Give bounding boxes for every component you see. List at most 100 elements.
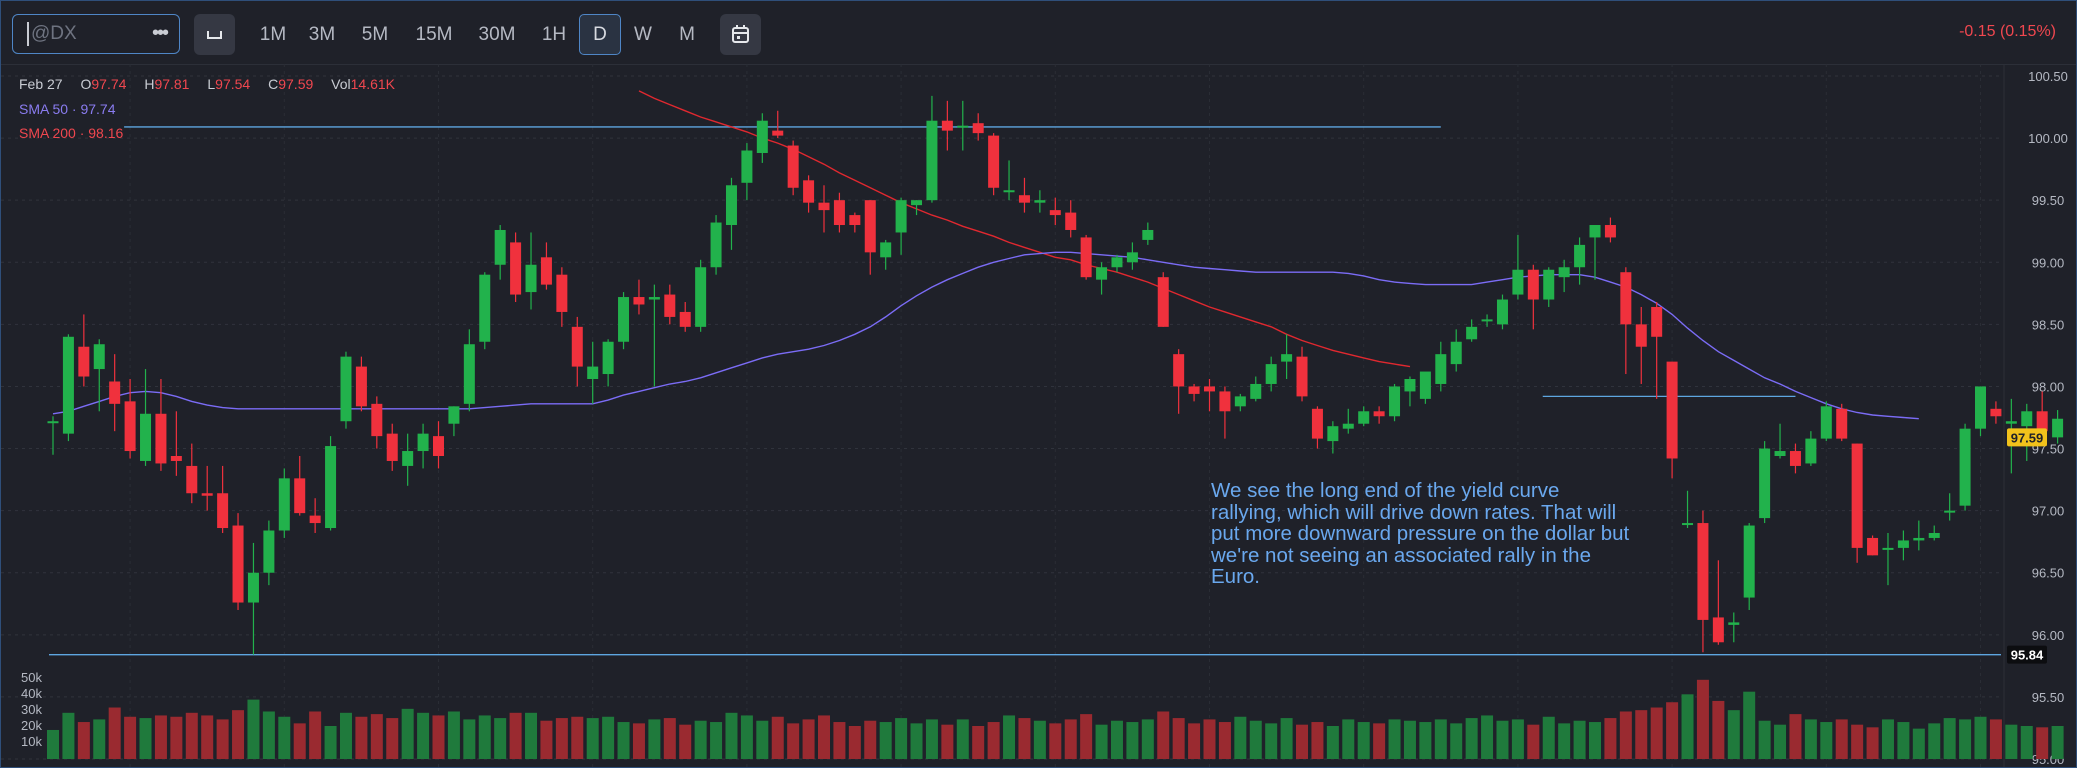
candle[interactable]	[1296, 356, 1308, 397]
symbol-search[interactable]: •••	[12, 14, 180, 54]
candle[interactable]	[1065, 212, 1077, 230]
period-30m[interactable]: 30M	[478, 24, 516, 45]
period-5m[interactable]: 5M	[361, 24, 389, 45]
candle[interactable]	[556, 274, 568, 312]
candle[interactable]	[1651, 306, 1663, 337]
candle[interactable]	[1944, 510, 1956, 513]
candle[interactable]	[1373, 411, 1385, 417]
symbol-input[interactable]	[27, 22, 141, 46]
candle[interactable]	[1389, 386, 1401, 417]
sma50-line[interactable]	[52, 251, 1919, 420]
candle[interactable]	[1959, 428, 1971, 506]
candle[interactable]	[93, 344, 105, 370]
candle[interactable]	[247, 572, 259, 603]
candle[interactable]	[710, 222, 722, 268]
candle[interactable]	[1851, 443, 1863, 548]
candle[interactable]	[494, 229, 506, 265]
candle[interactable]	[787, 145, 799, 188]
candle[interactable]	[463, 344, 475, 404]
period-1m[interactable]: 1M	[259, 24, 287, 45]
candle[interactable]	[1543, 269, 1555, 300]
candle[interactable]	[1604, 225, 1616, 238]
candle[interactable]	[2021, 411, 2033, 427]
candle[interactable]	[1682, 523, 1694, 526]
candle[interactable]	[1419, 371, 1431, 399]
candle[interactable]	[1265, 364, 1277, 384]
candle[interactable]	[864, 200, 876, 253]
candle[interactable]	[664, 294, 676, 317]
candle[interactable]	[1173, 354, 1185, 387]
candle[interactable]	[941, 120, 953, 131]
candle[interactable]	[140, 413, 152, 461]
candle[interactable]	[633, 297, 645, 305]
period-1h[interactable]: 1H	[541, 24, 567, 45]
candle[interactable]	[1157, 277, 1169, 327]
candle[interactable]	[1527, 269, 1539, 300]
candle[interactable]	[1913, 537, 1925, 541]
candle[interactable]	[1003, 190, 1015, 193]
candle[interactable]	[1126, 252, 1138, 263]
candle[interactable]	[1404, 379, 1416, 392]
candle[interactable]	[1697, 523, 1709, 620]
candle[interactable]	[1342, 423, 1354, 429]
period-m[interactable]: M	[679, 24, 695, 45]
candle[interactable]	[1620, 272, 1632, 325]
calendar-button[interactable]	[720, 14, 761, 55]
candle[interactable]	[1666, 361, 1678, 459]
candle[interactable]	[957, 125, 969, 128]
candle[interactable]	[1327, 426, 1339, 442]
candle[interactable]	[571, 326, 583, 367]
candle[interactable]	[602, 341, 614, 375]
candle[interactable]	[47, 421, 59, 424]
candle[interactable]	[895, 200, 907, 233]
candle[interactable]	[1034, 200, 1046, 203]
candle[interactable]	[1928, 532, 1940, 538]
candle[interactable]	[1897, 540, 1909, 548]
candle[interactable]	[1635, 324, 1647, 347]
candle[interactable]	[1805, 438, 1817, 464]
candle[interactable]	[1358, 411, 1370, 424]
candle[interactable]	[1589, 225, 1601, 238]
candle[interactable]	[1481, 319, 1493, 322]
candle[interactable]	[2005, 421, 2017, 424]
candle[interactable]	[1250, 383, 1262, 399]
period-3m[interactable]: 3M	[308, 24, 336, 45]
candle[interactable]	[818, 202, 830, 211]
candle[interactable]	[309, 515, 321, 524]
candle[interactable]	[402, 451, 414, 466]
candle[interactable]	[803, 180, 815, 203]
candle[interactable]	[124, 401, 136, 452]
candle[interactable]	[1049, 210, 1061, 216]
candle[interactable]	[972, 123, 984, 134]
candle[interactable]	[2052, 418, 2064, 438]
candle[interactable]	[849, 215, 861, 226]
candle[interactable]	[540, 257, 552, 285]
more-dots-icon[interactable]: •••	[151, 22, 169, 44]
candle[interactable]	[679, 311, 691, 327]
candle[interactable]	[1882, 547, 1894, 550]
sma200-legend[interactable]: SMA 200 · 98.16	[19, 125, 124, 141]
candle[interactable]	[1820, 406, 1832, 439]
candle[interactable]	[433, 436, 444, 456]
candle[interactable]	[618, 297, 630, 342]
candle[interactable]	[1281, 354, 1293, 362]
candle[interactable]	[1574, 244, 1586, 268]
candle[interactable]	[1990, 408, 2002, 417]
candle[interactable]	[78, 346, 90, 377]
candle[interactable]	[1450, 341, 1462, 365]
candle[interactable]	[988, 135, 1000, 188]
candle[interactable]	[725, 185, 737, 226]
candle[interactable]	[1558, 267, 1570, 278]
candle[interactable]	[525, 264, 537, 293]
candle[interactable]	[479, 274, 491, 342]
candle[interactable]	[217, 493, 229, 529]
candle[interactable]	[1096, 267, 1108, 280]
candle[interactable]	[648, 297, 660, 300]
candle[interactable]	[232, 525, 244, 603]
candle[interactable]	[201, 493, 213, 496]
candle[interactable]	[587, 366, 599, 380]
candle[interactable]	[1219, 391, 1231, 412]
candle[interactable]	[340, 356, 352, 422]
chart-annotation-text[interactable]: We see the long end of the yield curve r…	[1211, 479, 1630, 588]
candle[interactable]	[417, 433, 429, 452]
